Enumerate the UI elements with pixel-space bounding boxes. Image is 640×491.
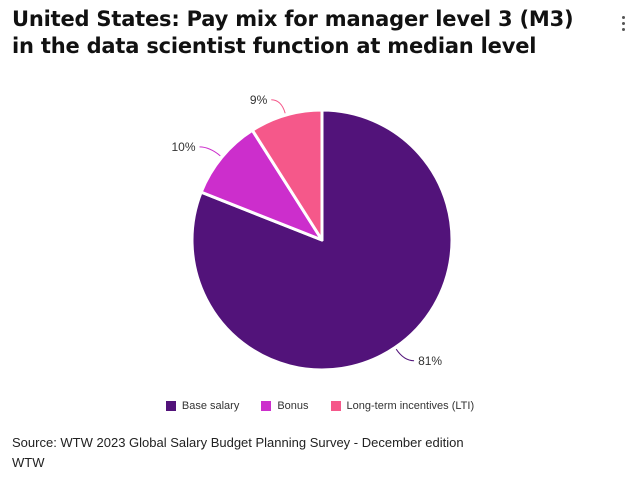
legend-label: Bonus [277, 400, 309, 412]
legend-label: Base salary [181, 400, 240, 412]
data-label: 10% [171, 140, 195, 154]
legend-swatch [165, 401, 176, 411]
pie-slice-bonus[interactable] [199, 128, 324, 242]
legend-label: Long-term incentives (LTI) [346, 400, 475, 412]
legend-item-base-salary[interactable]: Base salary [165, 400, 240, 412]
legend-item-lti[interactable]: Long-term incentives (LTI) [330, 400, 475, 412]
pie-chart: 81% 10% 9% [171, 93, 454, 372]
legend-swatch [330, 401, 341, 411]
pie-slice-long-term-incentives-lti[interactable] [250, 108, 324, 242]
data-label: 81% [418, 354, 442, 368]
chart-legend: Base salary Bonus Long-term incentives (… [0, 400, 640, 412]
leader-line [199, 146, 221, 157]
source-text: Source: WTW 2023 Global Salary Budget Pl… [12, 435, 464, 450]
chart-title: United States: Pay mix for manager level… [12, 7, 574, 58]
chart-source: Source: WTW 2023 Global Salary Budget Pl… [12, 433, 464, 473]
more-vertical-icon[interactable] [620, 16, 626, 36]
leader-line [395, 348, 415, 362]
leader-line [271, 99, 286, 114]
legend-swatch [261, 401, 272, 411]
data-label: 9% [250, 93, 268, 107]
legend-item-bonus[interactable]: Bonus [261, 400, 309, 412]
source-publisher: WTW [12, 455, 45, 470]
